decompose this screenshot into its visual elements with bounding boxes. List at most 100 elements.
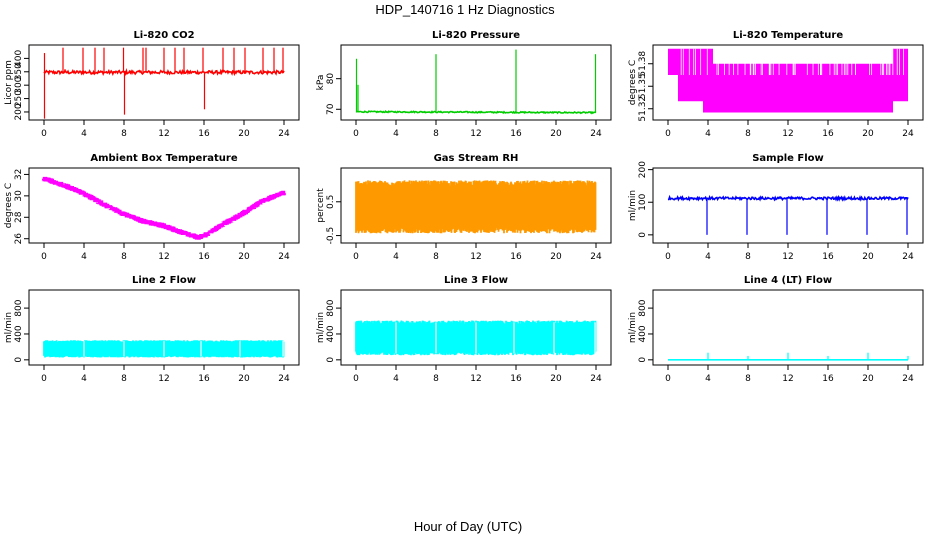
x-tick-label: 8 xyxy=(433,374,439,384)
x-tick-label: 4 xyxy=(81,252,87,262)
y-tick-label: 300 xyxy=(14,76,24,93)
panel-title: Line 3 Flow xyxy=(444,275,508,286)
y-axis-label: degrees C xyxy=(628,60,638,105)
x-tick-label: 24 xyxy=(902,374,914,384)
panel-4: Gas Stream RH percent 0 4 8 12 16 20 24 -0.5 0.5 xyxy=(316,153,612,262)
x-tick-label: 0 xyxy=(353,252,359,262)
panel-0: Li-820 CO2 Licor ppm 0 4 8 12 16 20 24 2002503003… xyxy=(4,30,300,139)
series xyxy=(355,180,597,234)
x-tick-label: 16 xyxy=(822,129,834,139)
panel-title: Li-820 Temperature xyxy=(733,30,843,41)
y-tick-label: 350 xyxy=(14,63,24,80)
data-line xyxy=(355,109,597,115)
x-tick-label: 0 xyxy=(353,374,359,384)
y-tick-label: 250 xyxy=(14,90,24,107)
y-tick-label: 70 xyxy=(326,103,336,115)
series xyxy=(355,49,597,115)
x-axis-label: Hour of Day (UTC) xyxy=(414,519,522,534)
y-tick-label: 800 xyxy=(14,299,24,316)
y-axis-label: ml/min xyxy=(316,312,326,343)
y-tick-label: 400 xyxy=(14,325,24,342)
y-tick-label: 28 xyxy=(14,211,24,223)
x-tick-label: 8 xyxy=(433,129,439,139)
x-tick-label: 16 xyxy=(822,252,834,262)
x-tick-label: 24 xyxy=(278,374,290,384)
panel-3: Ambient Box Temperature degrees C 0 4 8 12 16 2… xyxy=(4,153,300,262)
x-tick-label: 20 xyxy=(862,129,874,139)
y-tick-label: 400 xyxy=(638,325,648,342)
panel-title: Gas Stream RH xyxy=(434,153,519,164)
x-tick-label: 12 xyxy=(158,129,169,139)
x-tick-label: 16 xyxy=(198,129,210,139)
series xyxy=(43,340,285,358)
x-tick-label: 20 xyxy=(550,129,562,139)
panel-title: Li-820 CO2 xyxy=(133,30,194,41)
panel-title: Li-820 Pressure xyxy=(432,30,520,41)
x-tick-label: 20 xyxy=(862,252,874,262)
y-tick-label: 30 xyxy=(14,190,24,202)
y-tick-label: 400 xyxy=(14,50,24,67)
panel-8: Line 4 (LT) Flow ml/min 0 4 8 12 16 20 24 0 400 800 xyxy=(628,275,924,384)
x-tick-label: 4 xyxy=(705,374,711,384)
y-tick-label: 0 xyxy=(638,357,648,363)
y-tick-label: 0 xyxy=(14,357,24,363)
x-tick-label: 20 xyxy=(550,374,562,384)
y-tick-label: 800 xyxy=(326,299,336,316)
x-tick-label: 12 xyxy=(782,129,793,139)
data-band xyxy=(893,48,908,102)
x-tick-label: 4 xyxy=(81,374,87,384)
x-tick-label: 8 xyxy=(745,374,751,384)
plot-frame xyxy=(652,167,924,244)
x-tick-label: 24 xyxy=(590,129,602,139)
x-tick-label: 12 xyxy=(782,374,793,384)
y-tick-label: 0 xyxy=(638,232,648,238)
x-tick-label: 0 xyxy=(41,129,47,139)
y-tick-label: 200 xyxy=(638,161,648,178)
x-tick-label: 20 xyxy=(550,252,562,262)
y-tick-label: 51.38 xyxy=(638,51,648,77)
y-tick-label: 51.32 xyxy=(638,96,648,122)
x-tick-label: 16 xyxy=(510,252,522,262)
x-tick-label: 0 xyxy=(665,374,671,384)
x-tick-label: 4 xyxy=(705,129,711,139)
x-tick-label: 8 xyxy=(121,129,127,139)
x-tick-label: 4 xyxy=(393,252,399,262)
y-axis-label: percent xyxy=(316,188,326,223)
panel-7: Line 3 Flow ml/min 0 4 8 12 16 20 24 0 400 800 xyxy=(316,275,612,384)
y-tick-label: 100 xyxy=(638,193,648,210)
panel-title: Line 2 Flow xyxy=(132,275,196,286)
series xyxy=(667,194,909,235)
x-tick-label: 12 xyxy=(158,252,169,262)
x-tick-label: 4 xyxy=(393,374,399,384)
x-tick-label: 8 xyxy=(121,252,127,262)
x-tick-label: 12 xyxy=(782,252,793,262)
y-tick-label: 0 xyxy=(326,357,336,363)
x-tick-label: 16 xyxy=(510,129,522,139)
data-band xyxy=(873,63,893,113)
y-axis-label: degrees C xyxy=(4,183,14,228)
panel-6: Line 2 Flow ml/min 0 4 8 12 16 20 24 0 400 800 xyxy=(4,275,300,384)
x-tick-label: 20 xyxy=(238,374,250,384)
data-band xyxy=(668,48,678,75)
x-tick-label: 16 xyxy=(198,374,210,384)
x-tick-label: 12 xyxy=(158,374,169,384)
x-tick-label: 20 xyxy=(238,252,250,262)
y-tick-label: -0.5 xyxy=(326,227,336,245)
y-tick-label: 400 xyxy=(326,325,336,342)
panel-title: Sample Flow xyxy=(752,153,824,164)
series xyxy=(43,47,285,119)
x-tick-label: 0 xyxy=(665,252,671,262)
data-band xyxy=(678,48,703,102)
x-tick-label: 24 xyxy=(278,252,290,262)
x-tick-label: 8 xyxy=(433,252,439,262)
x-tick-label: 8 xyxy=(121,374,127,384)
plot-frame xyxy=(340,44,612,121)
series xyxy=(42,176,286,240)
series xyxy=(355,320,597,356)
x-tick-label: 0 xyxy=(665,129,671,139)
x-tick-label: 0 xyxy=(41,374,47,384)
x-tick-label: 4 xyxy=(81,129,87,139)
x-tick-label: 24 xyxy=(590,374,602,384)
panel-5: Sample Flow ml/min 0 4 8 12 16 20 24 0 100 200 xyxy=(628,153,924,262)
data-band xyxy=(788,63,873,113)
